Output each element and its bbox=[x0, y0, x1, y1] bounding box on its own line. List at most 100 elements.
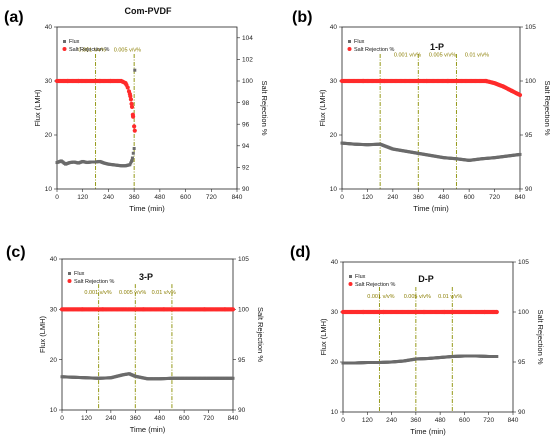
legend-flux-label: Flux bbox=[69, 39, 80, 45]
x-axis-label: Time (min) bbox=[410, 427, 446, 436]
y-tick-label: 10 bbox=[45, 186, 53, 193]
panel-label: (b) bbox=[292, 9, 312, 26]
x-tick-label: 240 bbox=[386, 417, 397, 424]
x-tick-label: 0 bbox=[341, 417, 345, 424]
x-tick-label: 360 bbox=[129, 194, 140, 201]
dosage-annotation: 0.005 v/v% bbox=[404, 294, 431, 300]
y-tick-label: 40 bbox=[45, 24, 53, 31]
x-tick-label: 120 bbox=[77, 194, 88, 201]
rejection-point bbox=[494, 309, 499, 315]
legend-rejection-marker bbox=[62, 47, 67, 51]
chart-panel-2: (b) 1-P 0 120 240 360 480 600 720 840 10 20 30 40 90 95… bbox=[292, 9, 550, 213]
dosage-annotation: 0.001 v/v% bbox=[78, 47, 105, 53]
dosage-annotation: 0.001 v/v% bbox=[394, 53, 421, 59]
y-tick-label: 10 bbox=[50, 407, 58, 414]
x-tick-label: 840 bbox=[515, 194, 526, 201]
y-tick-label: 20 bbox=[330, 132, 338, 139]
y2-tick-label: 100 bbox=[242, 78, 253, 85]
y2-tick-label: 95 bbox=[238, 357, 246, 364]
legend-rejection-label: Salt Rejection % bbox=[355, 282, 395, 288]
x-tick-label: 600 bbox=[179, 415, 190, 422]
rejection-point bbox=[230, 307, 236, 312]
y-tick-label: 40 bbox=[331, 259, 339, 266]
y-tick-label: 20 bbox=[50, 357, 58, 364]
y2-tick-label: 95 bbox=[518, 359, 526, 366]
panel-label: (d) bbox=[290, 244, 310, 261]
y2-tick-label: 90 bbox=[242, 186, 250, 193]
x-tick-label: 720 bbox=[483, 417, 494, 424]
y-tick-label: 30 bbox=[50, 307, 58, 314]
x-tick-label: 120 bbox=[81, 415, 92, 422]
flux-point bbox=[130, 156, 134, 160]
chart-panel-4: (d) D-P 0 120 240 360 480 600 720 840 10 20 30 40 90 95… bbox=[290, 244, 545, 436]
legend-flux-marker bbox=[349, 275, 352, 278]
y2-tick-label: 95 bbox=[525, 132, 533, 139]
y-tick-label: 30 bbox=[330, 78, 338, 85]
y2-tick-label: 102 bbox=[242, 57, 253, 64]
flux-point bbox=[131, 151, 135, 155]
y2-axis-label: Salt Rejection % bbox=[256, 307, 265, 362]
y-tick-label: 20 bbox=[331, 359, 339, 366]
chart-panel-3: (c) 3-P 0 120 240 360 480 600 720 840 10 20 30 40 90 95… bbox=[6, 244, 265, 434]
y-axis-label: Flux (LMH) bbox=[318, 89, 327, 127]
y2-tick-label: 90 bbox=[525, 186, 533, 193]
x-tick-label: 240 bbox=[387, 194, 398, 201]
chart-panel-1: (a) Com-PVDF 0 120 240 360 480 600 720 840 10 20 30 4… bbox=[4, 6, 269, 213]
y-axis-label: Flux (LMH) bbox=[319, 318, 328, 356]
axes-frame bbox=[61, 258, 234, 411]
legend-flux-marker bbox=[348, 40, 351, 43]
x-tick-label: 600 bbox=[459, 417, 470, 424]
y-tick-label: 10 bbox=[330, 186, 338, 193]
x-tick-label: 840 bbox=[508, 417, 519, 424]
rejection-point bbox=[130, 114, 136, 119]
axes-frame bbox=[342, 261, 514, 413]
y-tick-label: 40 bbox=[330, 24, 338, 31]
legend-rejection-label: Salt Rejection % bbox=[69, 47, 109, 53]
x-tick-label: 480 bbox=[438, 194, 449, 201]
x-axis-label: Time (min) bbox=[130, 425, 166, 434]
flux-point bbox=[133, 68, 137, 72]
dosage-annotation: 0.001 v/v% bbox=[367, 294, 394, 300]
rejection-point bbox=[132, 128, 137, 133]
x-tick-label: 360 bbox=[410, 417, 421, 424]
panel-label: (c) bbox=[6, 244, 26, 261]
y-tick-label: 30 bbox=[45, 78, 53, 85]
legend-flux-label: Flux bbox=[354, 39, 365, 45]
x-tick-label: 360 bbox=[413, 194, 424, 201]
y2-axis-label: Salt Rejection % bbox=[543, 80, 550, 135]
rejection-point bbox=[517, 92, 523, 98]
y2-tick-label: 90 bbox=[238, 407, 246, 414]
flux-point bbox=[518, 152, 522, 156]
x-tick-label: 240 bbox=[105, 415, 116, 422]
y2-tick-label: 92 bbox=[242, 165, 250, 172]
rejection-point bbox=[129, 104, 135, 110]
y-axis-label: Flux (LMH) bbox=[33, 89, 42, 127]
panel-title: Com-PVDF bbox=[125, 6, 173, 16]
flux-point bbox=[132, 147, 136, 150]
legend-flux-label: Flux bbox=[355, 274, 366, 280]
panel-title: D-P bbox=[418, 274, 434, 284]
y2-tick-label: 105 bbox=[518, 259, 529, 266]
legend-rejection-marker bbox=[347, 47, 352, 51]
x-tick-label: 480 bbox=[435, 417, 446, 424]
y2-tick-label: 104 bbox=[242, 35, 253, 42]
rejection-point bbox=[125, 85, 130, 90]
x-tick-label: 720 bbox=[203, 415, 214, 422]
flux-point bbox=[495, 355, 499, 358]
x-tick-label: 840 bbox=[232, 194, 243, 201]
y2-tick-label: 100 bbox=[238, 307, 249, 314]
x-tick-label: 0 bbox=[60, 415, 64, 422]
rejection-point bbox=[132, 124, 137, 129]
rejection-point bbox=[128, 97, 134, 102]
x-tick-label: 0 bbox=[55, 194, 59, 201]
y2-tick-label: 105 bbox=[525, 24, 536, 31]
rejection-point bbox=[128, 94, 133, 99]
x-tick-label: 720 bbox=[206, 194, 217, 201]
legend-flux-label: Flux bbox=[74, 271, 85, 277]
x-tick-label: 480 bbox=[154, 415, 165, 422]
dosage-annotation: 0.01 v/v% bbox=[438, 294, 462, 300]
dosage-annotation: 0.005 v/v% bbox=[114, 47, 141, 53]
legend-rejection-marker bbox=[348, 282, 353, 286]
x-tick-label: 0 bbox=[340, 194, 344, 201]
y2-tick-label: 96 bbox=[242, 121, 250, 128]
